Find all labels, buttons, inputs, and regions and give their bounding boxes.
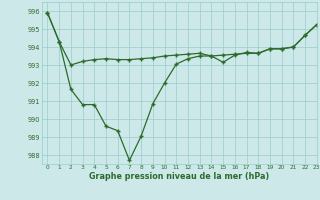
X-axis label: Graphe pression niveau de la mer (hPa): Graphe pression niveau de la mer (hPa) xyxy=(89,172,269,181)
